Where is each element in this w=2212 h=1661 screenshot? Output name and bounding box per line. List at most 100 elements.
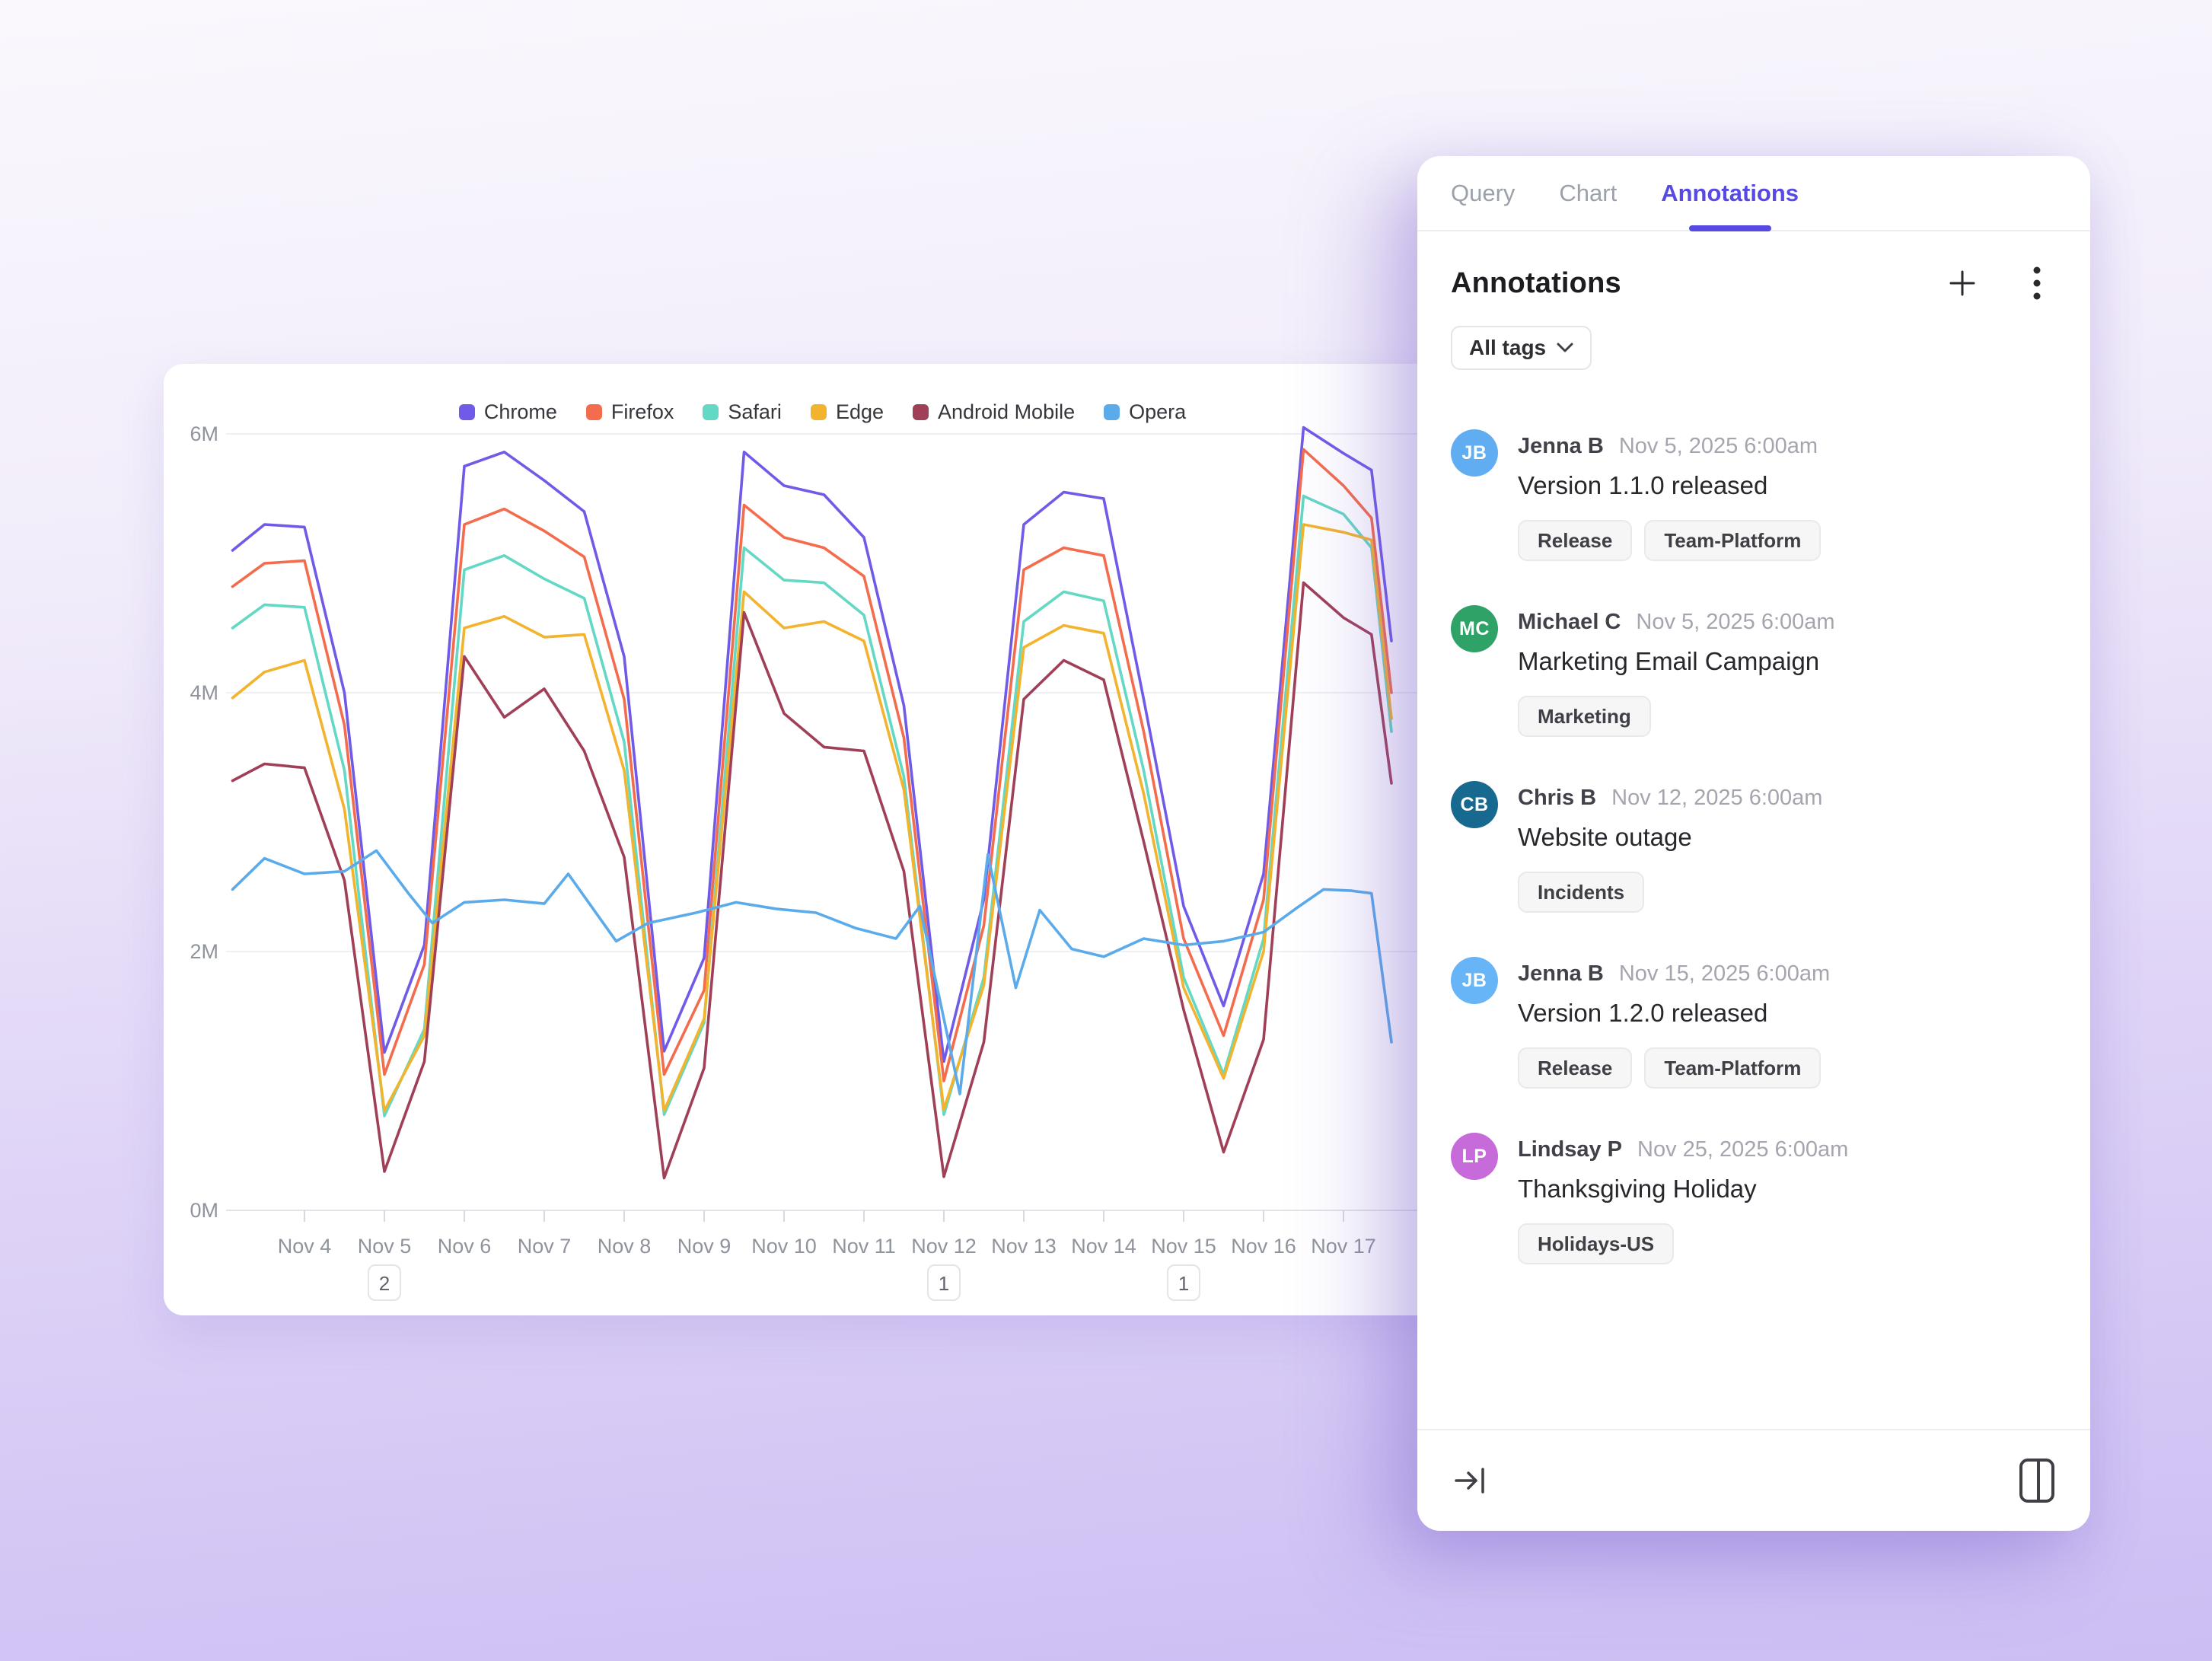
annotation-author: Lindsay P [1518,1137,1622,1162]
annotation-timestamp: Nov 12, 2025 6:00am [1611,786,1823,810]
annotation-title: Thanksgiving Holiday [1518,1175,1757,1203]
legend-swatch-opera [1104,404,1120,420]
annotation-author: Jenna B [1518,961,1604,986]
annotation-item[interactable]: CB Chris B Nov 12, 2025 6:00am Website o… [1451,781,2057,913]
tag-chip-incidents: Incidents [1518,872,1645,913]
x-axis-label: Nov 10 [751,1235,817,1258]
more-options-button[interactable] [2017,263,2057,303]
y-axis-label-4M: 4M [190,681,218,704]
legend-item-safari[interactable]: Safari [703,400,782,424]
annotation-timestamp: Nov 5, 2025 6:00am [1618,434,1818,458]
annotation-count-badge-label: 1 [939,1272,949,1295]
legend-swatch-edge [810,404,827,420]
panel-footer [1417,1429,2090,1531]
legend-swatch-safari [703,404,719,420]
add-annotation-button[interactable] [1943,263,1982,303]
annotation-tags: Holidays-US [1518,1223,1848,1264]
annotation-count-badge-label: 2 [379,1272,390,1295]
series-line-firefox[interactable] [231,448,1393,1082]
series-line-edge[interactable] [231,523,1393,1112]
annotation-title: Marketing Email Campaign [1518,647,1820,675]
browser-usage-line-chart[interactable]: 0M 2M 4M 6M Nov 4 Nov 5 Nov 6 Nov 7 Nov 8 Nov 9 No… [164,364,1553,1315]
legend-label: Android Mobile [938,400,1076,423]
series-line-chrome[interactable] [231,426,1393,1063]
active-tab-indicator [1688,225,1771,231]
avatar: JB [1451,957,1498,1004]
annotation-timestamp: Nov 15, 2025 6:00am [1618,961,1831,986]
annotations-panel: Query Chart Annotations Annotations All ta… [1417,156,2090,1531]
annotation-tags: Release Team-Platform [1518,1047,1830,1089]
collapse-to-right-icon [1455,1468,1484,1494]
layout-split-panel-button[interactable] [2017,1459,2057,1503]
panel-title: Annotations [1451,266,1621,299]
legend-item-android-mobile[interactable]: Android Mobile [913,400,1075,424]
x-axis-label: Nov 13 [991,1235,1057,1258]
x-axis-label: Nov 12 [911,1235,977,1258]
all-tags-dropdown[interactable]: All tags [1451,326,1592,370]
tag-chip-team-platform: Team-Platform [1644,1047,1822,1089]
tag-chip-release: Release [1518,520,1633,561]
tag-chip-marketing: Marketing [1518,696,1651,737]
x-axis-label: Nov 5 [358,1235,412,1258]
annotation-count-badge[interactable] [368,1264,401,1301]
annotation-item[interactable]: JB Jenna B Nov 15, 2025 6:00am Version 1… [1451,957,2057,1089]
annotation-timestamp: Nov 25, 2025 6:00am [1637,1137,1849,1162]
annotation-item[interactable]: LP Lindsay P Nov 25, 2025 6:00am Thanksg… [1451,1133,2057,1264]
legend-label: Opera [1129,400,1187,423]
series-line-android-mobile[interactable] [231,581,1393,1180]
x-axis-label: Nov 8 [598,1235,652,1258]
all-tags-dropdown-label: All tags [1469,336,1547,359]
annotation-title: Version 1.1.0 released [1518,471,1768,499]
annotation-count-badge[interactable] [927,1264,961,1301]
legend-label: Safari [728,400,782,423]
legend-item-opera[interactable]: Opera [1104,400,1186,424]
y-axis-label-0M: 0M [190,1199,218,1222]
legend-swatch-chrome [458,404,475,420]
annotation-count-badge[interactable] [1167,1264,1200,1301]
avatar: CB [1451,781,1498,828]
tag-chip-team-platform: Team-Platform [1644,520,1822,561]
annotation-title: Version 1.2.0 released [1518,999,1768,1027]
panel-header-actions [1943,263,2057,303]
tab-query[interactable]: Query [1451,179,1516,206]
annotation-author: Jenna B [1518,434,1604,458]
legend-item-chrome[interactable]: Chrome [458,400,557,424]
legend-label: Firefox [610,400,674,423]
panel-header: Annotations [1417,231,2090,303]
x-axis-label: Nov 7 [518,1235,572,1258]
chevron-down-icon [1557,343,1573,352]
avatar: MC [1451,605,1498,652]
filter-row: All tags [1417,303,2090,370]
series-line-opera[interactable] [231,849,1393,1095]
legend-item-edge[interactable]: Edge [810,400,884,424]
avatar: LP [1451,1133,1498,1180]
chart-card: Chrome Firefox Safari Edge Android Mobile Ope… [164,364,1553,1315]
legend-label: Chrome [483,400,557,423]
x-axis-label: Nov 15 [1151,1235,1216,1258]
y-axis-label-2M: 2M [190,940,218,963]
annotation-author: Michael C [1518,610,1621,634]
x-axis-label: Nov 9 [677,1235,731,1258]
annotations-list: JB Jenna B Nov 5, 2025 6:00am Version 1.… [1417,370,2090,1429]
annotation-item[interactable]: JB Jenna B Nov 5, 2025 6:00am Version 1.… [1451,429,2057,561]
legend-swatch-android-mobile [913,404,929,420]
annotation-author: Chris B [1518,786,1597,810]
annotation-count-badge-label: 1 [1178,1272,1189,1295]
tab-chart[interactable]: Chart [1559,179,1618,206]
chart-legend: Chrome Firefox Safari Edge Android Mobile Ope… [164,400,1553,424]
plus-icon [1949,270,1975,296]
collapse-panel-button[interactable] [1451,1461,1490,1500]
y-axis-label-6M: 6M [190,422,218,445]
tab-annotations[interactable]: Annotations [1661,156,1799,231]
x-axis-label: Nov 17 [1311,1235,1376,1258]
annotation-tags: Incidents [1518,872,1822,913]
legend-item-firefox[interactable]: Firefox [585,400,674,424]
annotation-item[interactable]: MC Michael C Nov 5, 2025 6:00am Marketin… [1451,605,2057,737]
annotation-tags: Release Team-Platform [1518,520,1822,561]
legend-label: Edge [835,400,884,423]
x-axis-label: Nov 11 [832,1235,896,1258]
tag-chip-release: Release [1518,1047,1633,1089]
annotation-timestamp: Nov 5, 2025 6:00am [1636,610,1835,634]
avatar: JB [1451,429,1498,477]
